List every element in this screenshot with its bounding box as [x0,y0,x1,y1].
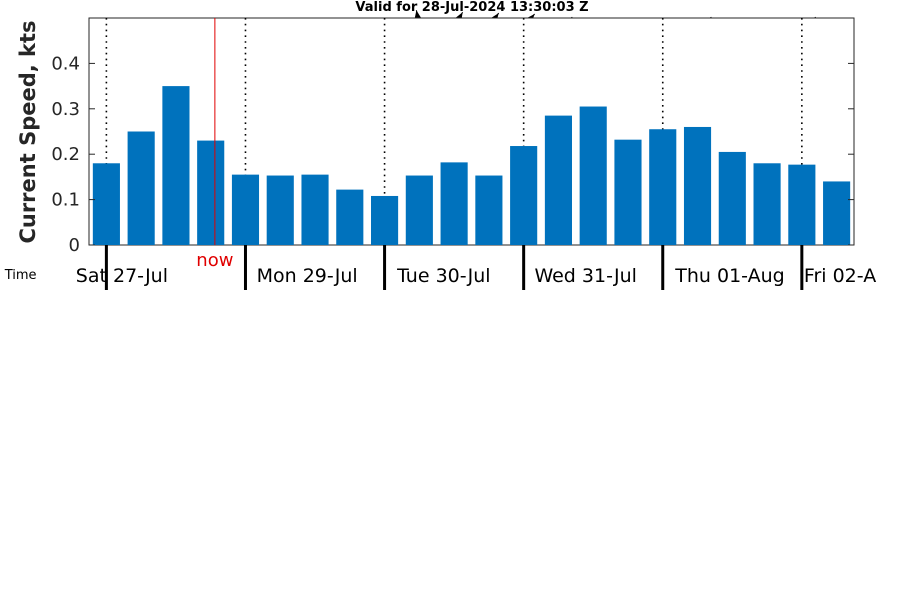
bar-9 [405,175,433,245]
day-tick-marks [104,245,804,290]
bar-15 [614,139,642,245]
bar-11 [475,175,503,245]
bar-10 [440,162,468,245]
ytick-label-3: 0.3 [51,99,80,120]
day-label-2: Tue 30-Jul [396,265,491,287]
bar-18 [718,151,746,245]
bar-21 [823,181,851,245]
bar-8 [371,195,399,245]
bar-13 [544,115,572,245]
chart-title: Valid for 28-Jul-2024 13:30:03 Z [355,0,588,15]
bar-14 [579,106,607,245]
bar-3 [197,140,225,245]
bar-1 [127,131,155,245]
x-axis-label: l Time [0,268,37,283]
ytick-label-4: 0.4 [51,53,80,74]
bar-19 [753,163,781,245]
bar-0 [92,163,120,245]
now-marker: now [196,18,233,271]
bar-4 [231,174,260,245]
day-label-5: Fri 02-A [804,265,876,287]
y-axis-ticks: 0 0.1 0.2 0.3 0.4 [51,53,854,256]
ytick-label-1: 0.1 [51,190,80,211]
day-label-4: Thu 01-Aug [674,265,784,287]
day-label-3: Wed 31-Jul [534,265,636,287]
day-label-1: Mon 29-Jul [257,265,358,287]
bar-7 [336,189,364,245]
bar-16 [649,129,677,245]
ytick-label-0: 0 [69,235,80,256]
day-label-0: Sat 27-Jul [76,265,168,287]
bars [92,86,851,245]
bar-12 [510,146,538,245]
bar-20 [788,164,816,245]
ytick-label-2: 0.2 [51,144,80,165]
bar-17 [683,126,712,245]
now-label: now [196,250,233,271]
bar-2 [162,86,190,245]
bar-5 [266,175,294,245]
y-axis-label: Current Speed, kts [16,20,40,243]
bar-6 [301,174,329,245]
day-labels: Sat 27-Jul Mon 29-Jul Tue 30-Jul Wed 31-Jul… [76,265,876,287]
